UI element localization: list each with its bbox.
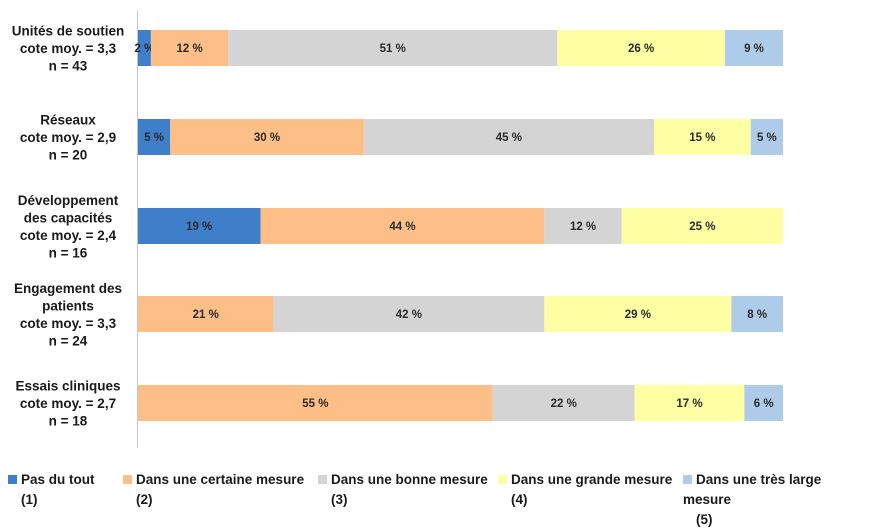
data-label: 22 % bbox=[551, 398, 577, 410]
bar-segment bbox=[138, 30, 151, 66]
legend-code: (2) bbox=[136, 492, 153, 507]
bar-segment bbox=[150, 30, 229, 66]
category-label-line: n = 24 bbox=[49, 333, 88, 348]
category-label-line: Unités de soutien bbox=[12, 24, 125, 39]
data-label: 21 % bbox=[193, 309, 219, 321]
category-label-line: cote moy. = 2,9 bbox=[20, 130, 116, 145]
legend-swatch bbox=[318, 475, 327, 484]
category-label-line: patients bbox=[42, 298, 94, 313]
data-label: 30 % bbox=[254, 132, 280, 144]
legend-label: Dans une très large mesure bbox=[683, 472, 822, 507]
legend-label: Dans une grande mesure bbox=[511, 472, 673, 487]
bar-segment bbox=[138, 208, 261, 244]
data-label: 55 % bbox=[302, 398, 328, 410]
bar-segment bbox=[654, 119, 751, 155]
data-label: 6 % bbox=[754, 398, 774, 410]
data-label: 19 % bbox=[186, 221, 212, 233]
data-label: 5 % bbox=[757, 132, 777, 144]
category-label: Développement des capacités cote moy. = 2,… bbox=[18, 193, 119, 261]
category-label-line: n = 20 bbox=[49, 148, 88, 163]
legend-swatch bbox=[498, 475, 507, 484]
data-label: 12 % bbox=[176, 43, 202, 55]
legend-swatch bbox=[683, 475, 692, 484]
legend-swatch bbox=[8, 475, 17, 484]
category-labels: Unités de soutien cote moy. = 3,3 n = 43 Ré… bbox=[12, 24, 125, 429]
legend-label: Pas du tout bbox=[21, 472, 95, 487]
category-label-line: cote moy. = 3,3 bbox=[20, 41, 117, 56]
bar-segment bbox=[621, 208, 783, 244]
bar-segment bbox=[138, 296, 274, 332]
category-label-line: n = 18 bbox=[49, 414, 88, 429]
data-label: 15 % bbox=[689, 132, 715, 144]
bar-segment bbox=[634, 385, 745, 421]
legend-item: Pas du tout (1) bbox=[8, 470, 95, 510]
data-label: 8 % bbox=[747, 309, 767, 321]
bar-segment bbox=[731, 296, 783, 332]
legend-item: Dans une très large mesure (5) bbox=[683, 470, 868, 530]
stacked-bar-chart: Unités de soutien cote moy. = 3,3 n = 43 Ré… bbox=[12, 10, 783, 448]
bar-segment bbox=[170, 119, 364, 155]
bars: 2 % 12 % 51 % 26 % 9 % 5 % 30 % 45 % 15 % 5 % 19 %… bbox=[135, 30, 783, 421]
bar-segment bbox=[544, 296, 732, 332]
category-label: Réseaux cote moy. = 2,9 n = 20 bbox=[20, 113, 116, 163]
category-label: Unités de soutien cote moy. = 3,3 n = 43 bbox=[12, 24, 125, 74]
category-label-line: cote moy. = 3,3 bbox=[20, 316, 117, 331]
data-label: 2 % bbox=[135, 43, 155, 55]
legend-item: Dans une bonne mesure (3) bbox=[318, 470, 488, 510]
bar-segment bbox=[363, 119, 654, 155]
bar-segment bbox=[260, 208, 545, 244]
legend-label: Dans une certaine mesure bbox=[136, 472, 305, 487]
bar-segment bbox=[744, 385, 783, 421]
data-label: 44 % bbox=[389, 221, 415, 233]
bar-segment bbox=[492, 385, 635, 421]
legend-item: Dans une grande mesure (4) bbox=[498, 470, 672, 510]
bar-segment bbox=[544, 208, 622, 244]
legend-code: (3) bbox=[331, 492, 348, 507]
category-label-line: Engagement des bbox=[14, 281, 122, 296]
data-label: 25 % bbox=[689, 221, 715, 233]
bar-segment bbox=[138, 385, 493, 421]
data-label: 12 % bbox=[570, 221, 596, 233]
category-label-line: cote moy. = 2,4 bbox=[20, 228, 117, 243]
bar-segment bbox=[557, 30, 725, 66]
data-label: 17 % bbox=[676, 398, 702, 410]
legend-code: (4) bbox=[511, 492, 528, 507]
data-label: 9 % bbox=[744, 43, 764, 55]
legend-swatch bbox=[123, 475, 132, 484]
data-label: 45 % bbox=[496, 132, 522, 144]
category-label-line: cote moy. = 2,7 bbox=[20, 396, 116, 411]
data-label: 42 % bbox=[396, 309, 422, 321]
category-label-line: n = 43 bbox=[49, 59, 88, 74]
legend-code: (5) bbox=[696, 512, 713, 527]
legend: Pas du tout (1) Dans une certaine mesure (2… bbox=[8, 470, 868, 527]
bar-segment bbox=[138, 119, 171, 155]
bar-segment bbox=[724, 30, 783, 66]
category-label: Essais cliniques cote moy. = 2,7 n = 18 bbox=[15, 379, 120, 429]
category-label: Engagement des patients cote moy. = 3,3 n =… bbox=[14, 281, 122, 349]
bar-segment bbox=[750, 119, 783, 155]
data-label: 26 % bbox=[628, 43, 654, 55]
bar-segment bbox=[228, 30, 558, 66]
legend-label: Dans une bonne mesure bbox=[331, 472, 488, 487]
category-label-line: Essais cliniques bbox=[15, 379, 120, 394]
bar-segment bbox=[273, 296, 545, 332]
category-label-line: n = 16 bbox=[49, 245, 88, 260]
data-label: 5 % bbox=[144, 132, 164, 144]
legend-code: (1) bbox=[21, 492, 38, 507]
data-label: 51 % bbox=[380, 43, 406, 55]
category-label-line: des capacités bbox=[24, 210, 113, 225]
legend-item: Dans une certaine mesure (2) bbox=[123, 470, 304, 510]
data-label: 29 % bbox=[625, 309, 651, 321]
category-label-line: Réseaux bbox=[40, 113, 96, 128]
category-label-line: Développement bbox=[18, 193, 119, 208]
